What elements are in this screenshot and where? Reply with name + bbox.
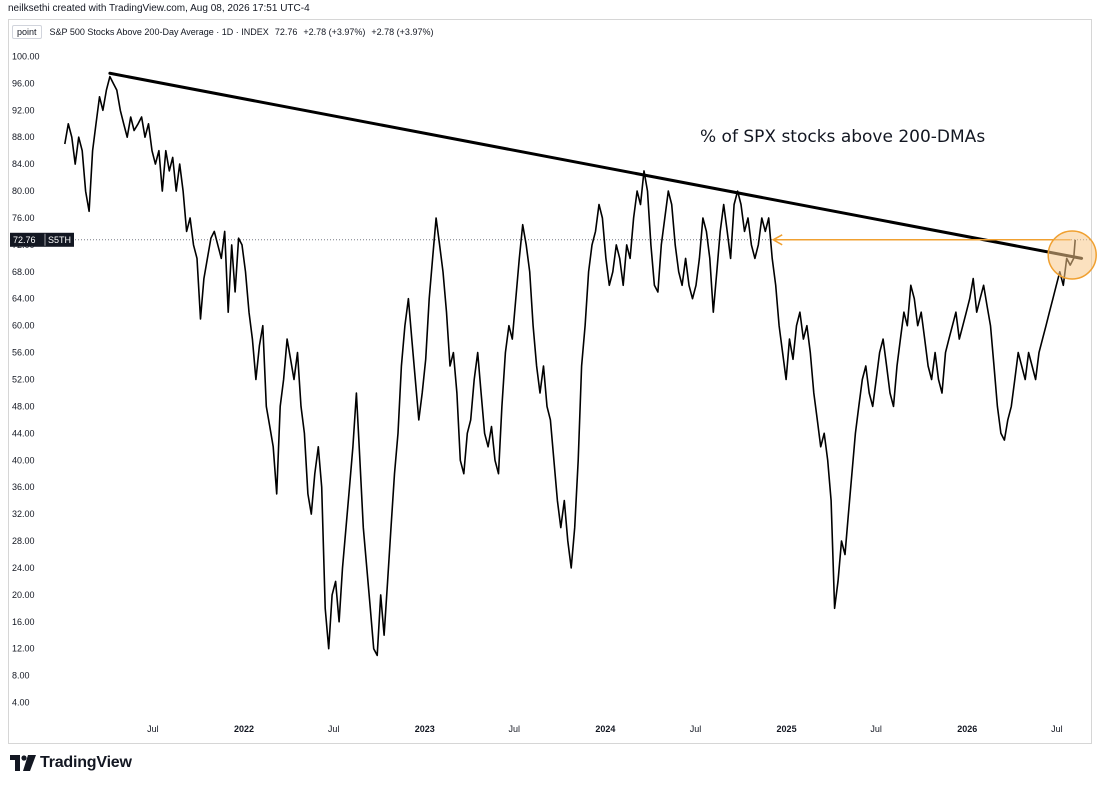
chart-annotation[interactable]: % of SPX stocks above 200-DMAs [700, 127, 985, 147]
y-tick-label: 40.00 [12, 455, 35, 465]
footer-branding[interactable]: TradingView [10, 754, 132, 772]
x-tick-label: Jul [1051, 724, 1063, 734]
x-tick-label: 2023 [415, 724, 435, 734]
x-tick-label: Jul [328, 724, 340, 734]
y-tick-label: 100.00 [12, 51, 40, 61]
y-tick-label: 24.00 [12, 563, 35, 573]
y-tick-label: 12.00 [12, 644, 35, 654]
y-tick-label: 88.00 [12, 132, 35, 142]
chart-credit: neilksethi created with TradingView.com,… [8, 3, 310, 14]
x-tick-label: 2025 [777, 724, 797, 734]
y-tick-label: 8.00 [12, 671, 30, 681]
legend-value: 72.76 [274, 27, 298, 37]
highlight-circle[interactable] [1047, 230, 1097, 280]
y-tick-label: 36.00 [12, 482, 35, 492]
series-line-s5th [64, 75, 1076, 657]
y-tick-label: 48.00 [12, 401, 35, 411]
scale-badge[interactable]: point [12, 25, 42, 39]
y-tick-label: 68.00 [12, 267, 35, 277]
tradingview-wordmark: TradingView [40, 754, 132, 771]
y-tick-label: 96.00 [12, 78, 35, 88]
y-tick-label: 28.00 [12, 536, 35, 546]
chart-frame[interactable] [8, 19, 1092, 744]
y-tick-label: 4.00 [12, 698, 30, 708]
tradingview-logo-icon [10, 755, 36, 771]
legend-change-1: +2.78 (+3.97%) [303, 27, 366, 37]
x-tick-label: 2022 [234, 724, 254, 734]
x-tick-label: Jul [509, 724, 521, 734]
y-tick-label: 52.00 [12, 375, 35, 385]
horizontal-arrow[interactable] [771, 234, 1071, 246]
x-axis: Jul 2022 Jul 2023 Jul 2024 Jul 2025 Jul 2026 Jul [147, 724, 1062, 734]
y-tick-label: 80.00 [12, 186, 35, 196]
arrowhead-icon [771, 234, 783, 246]
x-tick-label: 2024 [595, 724, 615, 734]
y-tick-label: 76.00 [12, 213, 35, 223]
x-tick-label: Jul [690, 724, 702, 734]
last-value-label: 72.76 S5TH [10, 232, 74, 247]
y-tick-label: 60.00 [12, 321, 35, 331]
y-axis: 100.0096.0092.0088.0084.0080.0076.0072.0… [12, 51, 40, 707]
symbol-legend: point S&P 500 Stocks Above 200-Day Avera… [12, 24, 433, 40]
x-tick-label: 2026 [957, 724, 977, 734]
trendline[interactable] [108, 71, 1084, 260]
symbol-title: S&P 500 Stocks Above 200-Day Average · 1… [49, 27, 269, 37]
legend-change-2: +2.78 (+3.97%) [371, 27, 434, 37]
y-tick-label: 56.00 [12, 348, 35, 358]
last-value-symbol: S5TH [48, 235, 71, 245]
y-tick-label: 32.00 [12, 509, 35, 519]
x-tick-label: Jul [870, 724, 882, 734]
x-tick-label: Jul [147, 724, 159, 734]
y-tick-label: 44.00 [12, 428, 35, 438]
y-tick-label: 16.00 [12, 617, 35, 627]
y-tick-label: 20.00 [12, 590, 35, 600]
last-value-text: 72.76 [13, 235, 36, 245]
y-tick-label: 64.00 [12, 294, 35, 304]
y-tick-label: 92.00 [12, 105, 35, 115]
y-tick-label: 84.00 [12, 159, 35, 169]
